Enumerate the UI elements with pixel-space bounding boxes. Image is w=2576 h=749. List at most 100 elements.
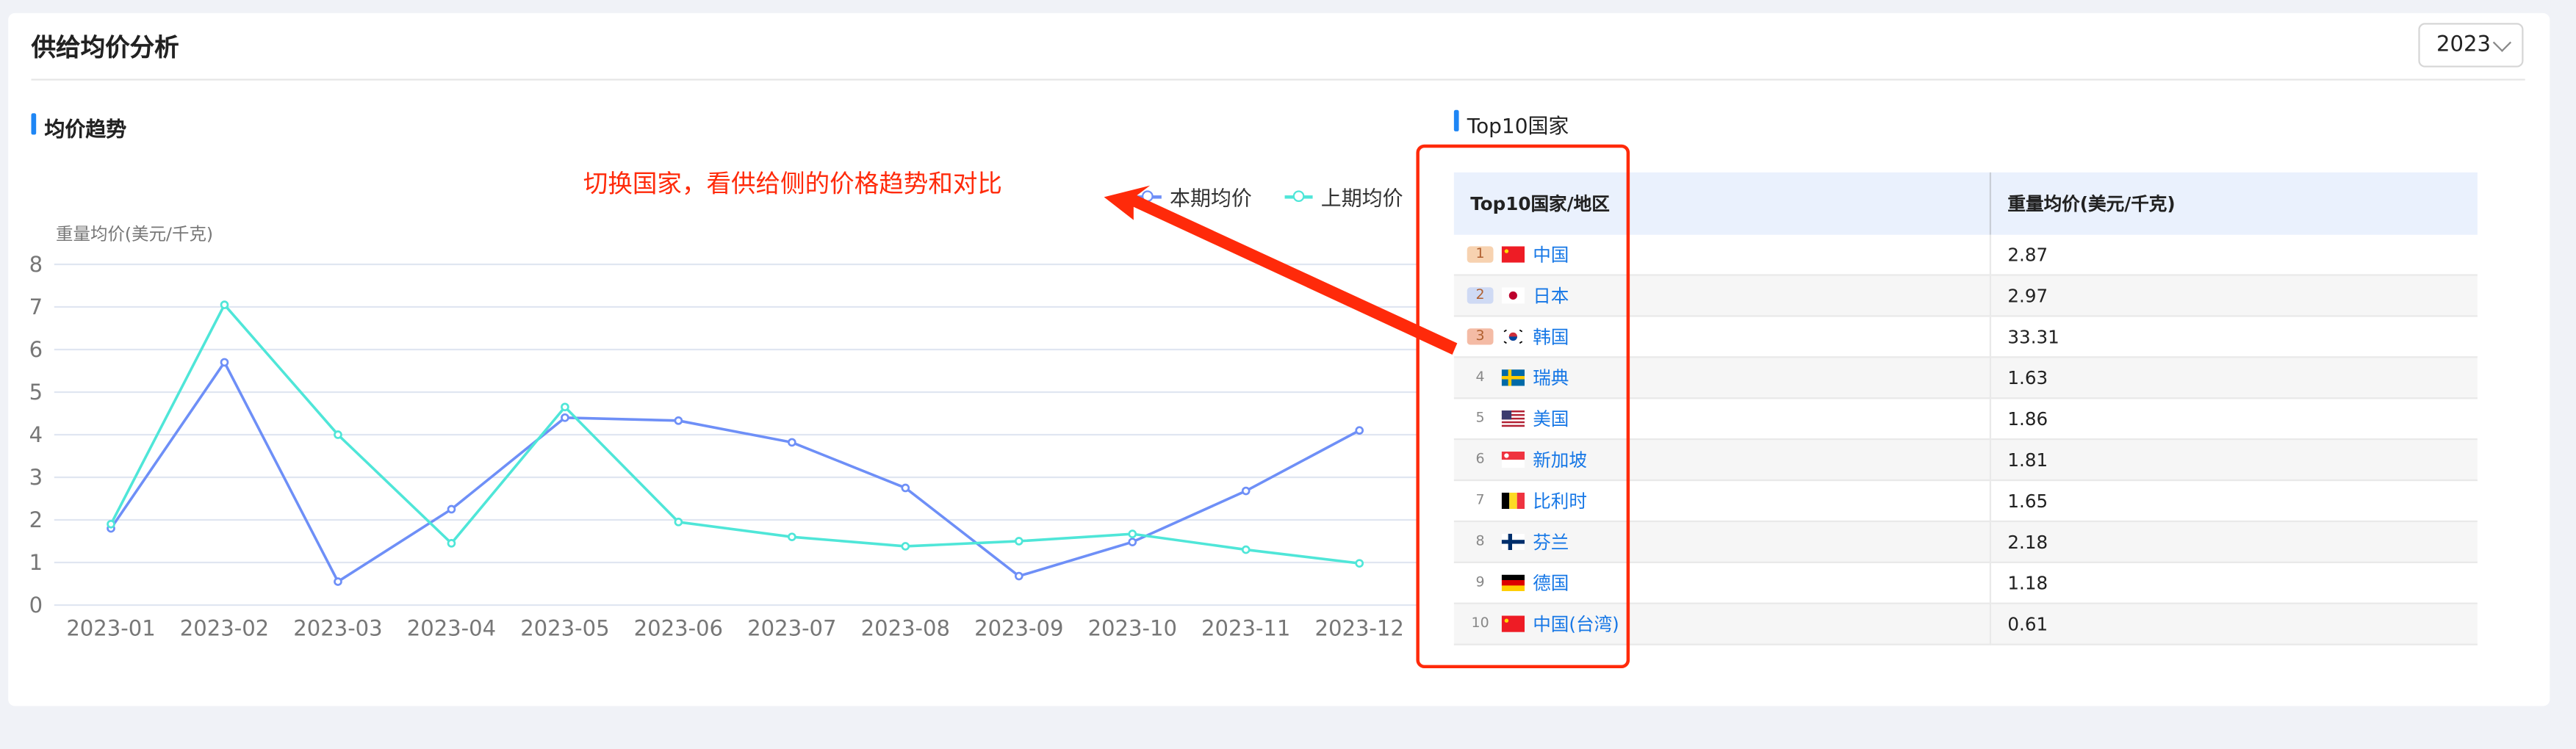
annotation-text: 切换国家，看供给侧的价格趋势和对比 bbox=[583, 169, 1002, 199]
table-row[interactable]: 9 德国 1.18 bbox=[1453, 562, 2478, 604]
x-tick-label: 2023-11 bbox=[1201, 615, 1290, 640]
data-point bbox=[788, 532, 796, 541]
country-link[interactable]: 日本 bbox=[1533, 286, 1569, 308]
x-tick-label: 2023-01 bbox=[66, 615, 155, 640]
table-row[interactable]: 7 比利时 1.65 bbox=[1453, 480, 2478, 523]
data-point bbox=[1014, 571, 1023, 581]
rank-number: 5 bbox=[1475, 410, 1485, 427]
table-row[interactable]: 3 韩国 33.31 bbox=[1453, 316, 2478, 358]
flag-be-icon bbox=[1501, 492, 1525, 510]
country-link[interactable]: 新加坡 bbox=[1533, 449, 1587, 471]
x-tick-label: 2023-03 bbox=[293, 615, 382, 640]
top10-section-title: Top10国家 bbox=[1453, 109, 1569, 140]
flag-de-icon bbox=[1501, 574, 1525, 591]
country-link[interactable]: 美国 bbox=[1533, 408, 1569, 430]
country-link[interactable]: 中国 bbox=[1533, 245, 1569, 267]
price-cell: 1.18 bbox=[1990, 562, 2478, 604]
data-point bbox=[1014, 537, 1023, 546]
data-point bbox=[334, 577, 342, 586]
data-point bbox=[561, 413, 569, 422]
price-cell: 33.31 bbox=[1990, 316, 2478, 358]
y-tick-label: 6 bbox=[29, 337, 43, 362]
data-point bbox=[334, 430, 342, 439]
flag-us-icon bbox=[1501, 410, 1525, 427]
rank-medal-icon: 3 bbox=[1467, 328, 1494, 345]
rank-number: 10 bbox=[1471, 615, 1489, 632]
price-cell: 2.87 bbox=[1990, 234, 2478, 276]
country-link[interactable]: 比利时 bbox=[1533, 491, 1587, 513]
year-select[interactable]: 2023 bbox=[2418, 23, 2524, 68]
legend-item-previous[interactable]: 上期均价 bbox=[1284, 181, 1403, 211]
x-tick-label: 2023-02 bbox=[180, 615, 269, 640]
y-tick-label: 3 bbox=[29, 465, 43, 490]
price-cell: 0.61 bbox=[1990, 603, 2478, 645]
price-cell: 1.86 bbox=[1990, 398, 2478, 441]
year-select-value: 2023 bbox=[2436, 32, 2491, 58]
data-point bbox=[447, 539, 456, 548]
data-point bbox=[1355, 559, 1364, 568]
data-point bbox=[220, 358, 229, 367]
data-point bbox=[1241, 545, 1251, 554]
top10-table: Top10国家/地区 重量均价(美元/千克) 1 中国 2.87 2 日本 2.… bbox=[1453, 172, 2478, 645]
highlight-box bbox=[1416, 144, 1630, 669]
country-link[interactable]: 瑞典 bbox=[1533, 367, 1569, 389]
x-tick-label: 2023-06 bbox=[634, 615, 723, 640]
header-divider bbox=[31, 79, 2525, 81]
flag-sg-icon bbox=[1501, 451, 1525, 468]
rank-medal-icon: 1 bbox=[1467, 246, 1494, 263]
legend-item-current[interactable]: 本期均价 bbox=[1133, 181, 1252, 211]
data-point bbox=[561, 402, 569, 412]
rank-number: 6 bbox=[1475, 451, 1485, 468]
flag-cn-icon bbox=[1501, 246, 1525, 263]
table-row[interactable]: 2 日本 2.97 bbox=[1453, 275, 2478, 317]
y-axis-label: 重量均价(美元/千克) bbox=[56, 225, 214, 245]
x-tick-label: 2023-09 bbox=[974, 615, 1063, 640]
price-cell: 1.65 bbox=[1990, 480, 2478, 523]
rank-medal-icon: 2 bbox=[1467, 287, 1494, 304]
y-tick-label: 7 bbox=[29, 294, 43, 319]
country-link[interactable]: 中国(台湾) bbox=[1533, 614, 1619, 636]
x-tick-label: 2023-05 bbox=[520, 615, 609, 640]
data-point bbox=[1241, 486, 1251, 496]
table-row[interactable]: 8 芬兰 2.18 bbox=[1453, 521, 2478, 563]
data-point bbox=[1128, 529, 1137, 538]
data-point bbox=[107, 519, 115, 529]
data-point bbox=[447, 504, 456, 514]
flag-cn-icon bbox=[1501, 615, 1525, 632]
rank-number: 7 bbox=[1475, 492, 1485, 510]
legend-label: 本期均价 bbox=[1170, 185, 1252, 211]
y-tick-label: 2 bbox=[29, 507, 43, 532]
data-point bbox=[901, 542, 910, 551]
legend-label: 上期均价 bbox=[1320, 185, 1403, 211]
y-tick-label: 8 bbox=[29, 252, 43, 277]
flag-jp-icon bbox=[1501, 287, 1525, 304]
price-cell: 1.81 bbox=[1990, 439, 2478, 482]
x-tick-label: 2023-04 bbox=[407, 615, 496, 640]
y-tick-label: 0 bbox=[29, 593, 43, 618]
table-row[interactable]: 6 新加坡 1.81 bbox=[1453, 439, 2478, 482]
data-point bbox=[674, 416, 683, 425]
rank-number: 9 bbox=[1475, 574, 1485, 591]
series-line-current bbox=[109, 359, 1361, 584]
data-point bbox=[788, 438, 796, 447]
table-row[interactable]: 10 中国(台湾) 0.61 bbox=[1453, 603, 2478, 645]
data-point bbox=[1128, 538, 1137, 546]
table-row[interactable]: 1 中国 2.87 bbox=[1453, 234, 2478, 276]
flag-fi-icon bbox=[1501, 533, 1525, 551]
data-point bbox=[901, 483, 910, 493]
price-cell: 1.63 bbox=[1990, 357, 2478, 399]
table-row[interactable]: 4 瑞典 1.63 bbox=[1453, 357, 2478, 399]
price-cell: 2.97 bbox=[1990, 275, 2478, 317]
country-link[interactable]: 芬兰 bbox=[1533, 532, 1569, 554]
x-tick-label: 2023-10 bbox=[1088, 615, 1177, 640]
x-tick-label: 2023-12 bbox=[1315, 615, 1404, 640]
flag-kr-icon bbox=[1501, 328, 1525, 345]
data-point bbox=[674, 518, 683, 527]
flag-se-icon bbox=[1501, 369, 1525, 386]
legend-line-icon bbox=[1284, 189, 1313, 201]
country-link[interactable]: 德国 bbox=[1533, 573, 1569, 595]
page-title: 供给均价分析 bbox=[31, 32, 179, 62]
table-row[interactable]: 5 美国 1.86 bbox=[1453, 398, 2478, 441]
y-tick-label: 4 bbox=[29, 422, 43, 447]
country-link[interactable]: 韩国 bbox=[1533, 326, 1569, 349]
